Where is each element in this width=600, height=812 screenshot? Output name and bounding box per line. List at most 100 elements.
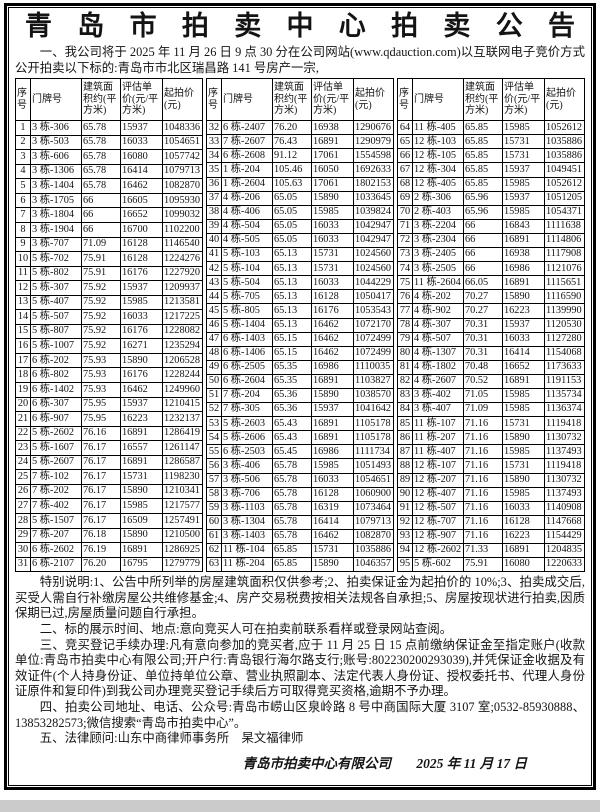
lot-start-price: 1224276	[162, 251, 203, 267]
lot-start-price: 1136374	[544, 402, 585, 418]
column-header: 评估单价(元/平方米)	[311, 78, 354, 122]
lot-door-number: 12 栋-907	[412, 528, 464, 545]
lot-serial: 18	[15, 367, 31, 384]
lot-door-number: 4 栋-202	[412, 289, 464, 305]
lot-start-price: 1042947	[353, 232, 394, 249]
lot-unit-price: 16938	[311, 120, 354, 136]
lot-area: 76.19	[81, 542, 121, 558]
lot-start-price: 1120530	[544, 317, 585, 333]
lot-row: 61 3 栋-1403 65.78 16462 1082870	[206, 528, 394, 545]
lot-start-price: 1072170	[353, 317, 394, 333]
lot-serial: 32	[206, 120, 222, 136]
lot-serial: 53	[206, 416, 222, 432]
lot-row: 32 6 栋-2407 76.20 16938 1290676	[206, 120, 394, 136]
lot-unit-price: 15985	[120, 294, 163, 311]
lot-door-number: 7 栋-102	[30, 469, 82, 485]
lot-unit-price: 16891	[311, 373, 354, 389]
lot-area: 76.17	[81, 483, 121, 500]
lot-start-price: 1802153	[353, 176, 394, 192]
lot-door-number: 5 栋-805	[221, 303, 273, 319]
lot-area: 65.78	[81, 134, 121, 151]
notice-date: 2025 年 11 月 17 日	[416, 755, 527, 771]
lot-area: 65.78	[81, 120, 121, 136]
lot-start-price: 1111734	[353, 444, 394, 460]
lot-row: 59 3 栋-1103 65.78 16319 1073464	[206, 500, 394, 516]
lot-door-number: 6 栋-2604	[221, 373, 273, 389]
lot-start-price: 1290979	[353, 134, 394, 150]
lot-start-price: 1035886	[353, 542, 394, 559]
lot-area: 65.85	[463, 148, 503, 164]
signature-line: 青岛市拍卖中心有限公司 2025 年 11 月 17 日	[15, 752, 527, 772]
lot-area: 65.05	[272, 190, 312, 206]
lot-start-price: 1060900	[353, 486, 394, 502]
lot-door-number: 3 栋-1404	[30, 178, 82, 194]
lot-start-price: 1049451	[544, 162, 585, 178]
lot-door-number: 5 栋-705	[221, 289, 273, 305]
column-header: 门牌号	[221, 78, 273, 122]
lot-row: 84 3 栋-407 71.09 15985 1136374	[397, 402, 585, 418]
lot-start-price: 1286925	[162, 542, 203, 558]
lot-start-price: 1119418	[544, 458, 585, 474]
lot-serial: 36	[206, 176, 222, 192]
lot-serial: 14	[15, 309, 31, 325]
lot-start-price: 1082870	[162, 178, 203, 194]
lot-unit-price: 16891	[311, 416, 354, 432]
lot-serial: 41	[206, 247, 222, 263]
lot-start-price: 1235294	[162, 338, 203, 354]
lot-unit-price: 16128	[120, 251, 163, 267]
lot-start-price: 1220633	[544, 557, 585, 573]
lot-serial: 51	[206, 387, 222, 404]
lot-door-number: 5 栋-2603	[221, 416, 273, 432]
lot-door-number: 5 栋-1007	[30, 338, 82, 354]
lot-unit-price: 16033	[120, 134, 163, 151]
lots-table-1: 序号 门牌号 建筑面积约(平方米) 评估单价(元/平方米) 起拍价(元) 1 3 栋-306…	[15, 78, 203, 573]
lot-start-price: 1210500	[162, 527, 203, 544]
lot-door-number: 12 栋-407	[412, 486, 464, 502]
lot-serial: 48	[206, 345, 222, 361]
lot-unit-price: 16462	[120, 178, 163, 194]
lot-area: 65.15	[272, 331, 312, 347]
lot-row: 71 3 栋-2204 66 16843 1111638	[397, 218, 585, 234]
lot-door-number: 3 栋-306	[30, 120, 82, 136]
lot-serial: 9	[15, 236, 31, 253]
lot-serial: 80	[397, 345, 413, 361]
lot-door-number: 5 栋-407	[30, 294, 82, 311]
lot-row: 26 7 栋-202 76.17 15890 1210341	[15, 483, 203, 500]
lot-door-number: 3 栋-1904	[30, 222, 82, 238]
lot-start-price: 1051493	[353, 458, 394, 474]
lot-area: 105.63	[272, 176, 312, 192]
lot-area: 65.05	[272, 232, 312, 249]
lot-serial: 77	[397, 303, 413, 319]
lot-area: 65.78	[272, 500, 312, 516]
lot-door-number: 12 栋-2602	[412, 542, 464, 559]
lot-serial: 27	[15, 498, 31, 514]
lot-unit-price: 15985	[502, 120, 545, 136]
lot-unit-price: 16414	[502, 345, 545, 361]
lots-header-row: 序号 门牌号 建筑面积约(平方米) 评估单价(元/平方米) 起拍价(元)	[397, 78, 585, 122]
lot-door-number: 1 栋-2604	[221, 176, 273, 192]
lot-row: 22 5 栋-2602 76.16 16891 1286419	[15, 425, 203, 442]
lot-area: 65.35	[272, 359, 312, 375]
lot-door-number: 7 栋-202	[30, 483, 82, 500]
lot-door-number: 5 栋-1607	[30, 440, 82, 456]
lot-row: 82 4 栋-2607 70.52 16891 1191153	[397, 373, 585, 389]
lot-area: 65.13	[272, 247, 312, 263]
lot-unit-price: 15985	[502, 402, 545, 418]
lot-unit-price: 15731	[311, 247, 354, 263]
lot-door-number: 12 栋-707	[412, 514, 464, 530]
lot-serial: 23	[15, 440, 31, 456]
lot-start-price: 1206528	[162, 352, 203, 369]
lot-unit-price: 15985	[502, 387, 545, 404]
lot-serial: 5	[15, 178, 31, 194]
lot-door-number: 4 栋-307	[412, 317, 464, 333]
lot-unit-price: 15731	[502, 458, 545, 474]
lot-door-number: 11 栋-2604	[412, 275, 464, 291]
lot-start-price: 1154429	[544, 528, 585, 545]
lot-serial: 3	[15, 149, 31, 165]
lot-serial: 34	[206, 148, 222, 164]
